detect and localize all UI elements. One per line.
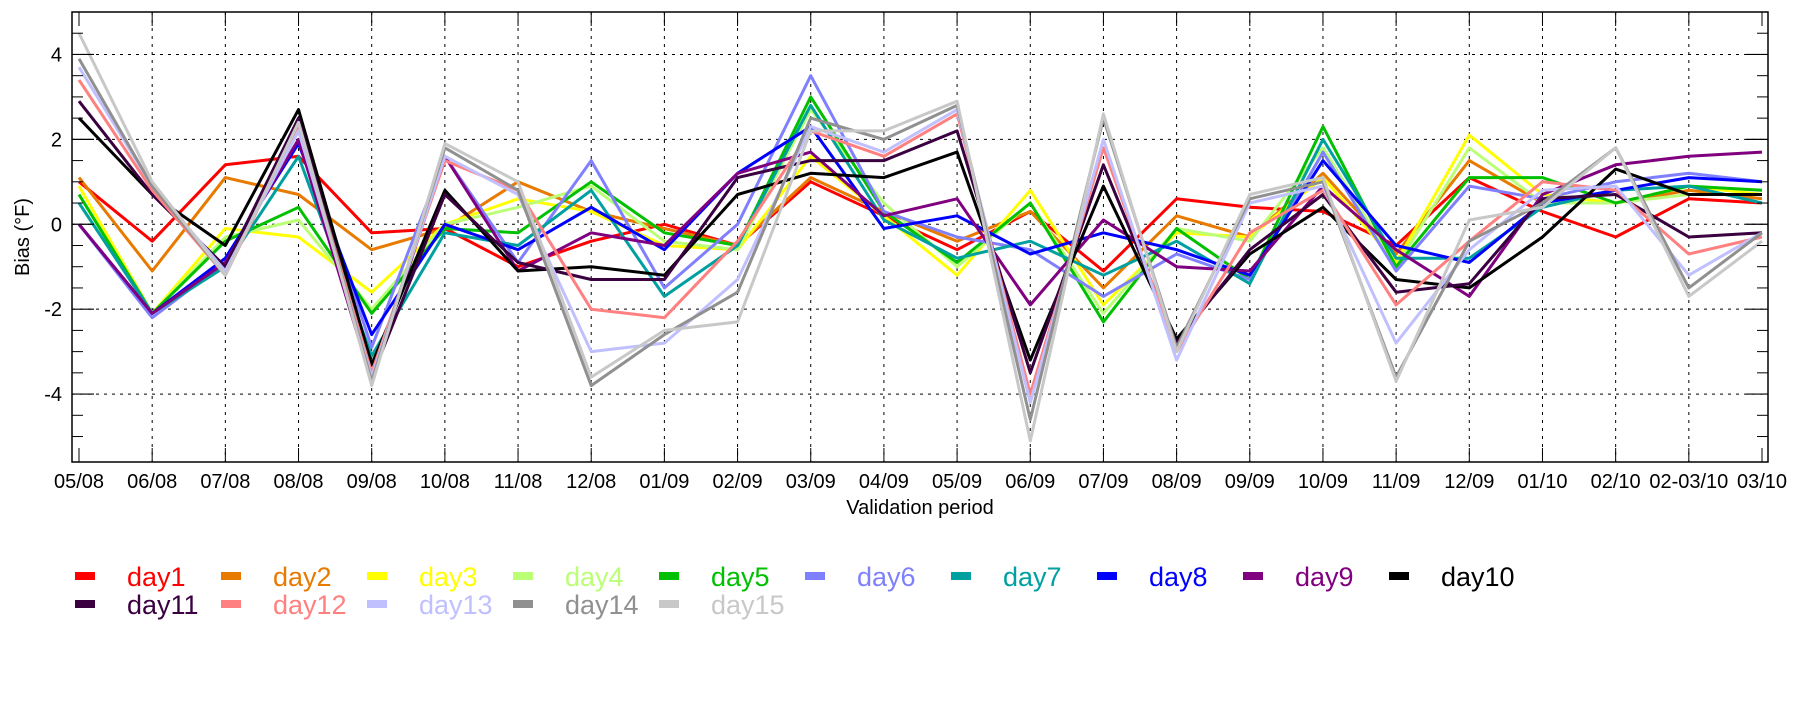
series-line-day3 xyxy=(77,133,1763,315)
legend-swatch-day5 xyxy=(659,572,679,580)
y-tick-label: 0 xyxy=(51,214,62,236)
x-tick-label: 07/09 xyxy=(1078,471,1128,493)
series-line-day1 xyxy=(78,154,1763,273)
series-line-day2 xyxy=(77,159,1763,290)
x-tick-label: 12/09 xyxy=(1444,471,1494,493)
series-line-day10 xyxy=(77,108,1762,366)
legend-swatch-day8 xyxy=(1097,572,1117,580)
legend-swatch-day14 xyxy=(513,600,533,608)
legend-swatch-day1 xyxy=(75,572,95,580)
legend-swatch-day12 xyxy=(221,600,241,608)
y-tick-label: 4 xyxy=(51,44,62,66)
x-tick-label: 05/08 xyxy=(54,471,104,493)
series-line-day8 xyxy=(77,125,1763,337)
x-tick-label: 08/09 xyxy=(1152,471,1202,493)
x-tick-label: 11/08 xyxy=(494,471,543,493)
legend-swatch-day6 xyxy=(805,572,825,580)
legend-swatch-day2 xyxy=(221,572,241,580)
x-tick-label: 09/09 xyxy=(1225,471,1275,493)
x-tick-label: 02/09 xyxy=(713,471,763,493)
x-tick-label: 10/08 xyxy=(420,471,470,493)
y-tick-label: -4 xyxy=(44,384,62,406)
legend-label-day14: day14 xyxy=(565,590,639,620)
legend-label-day9: day9 xyxy=(1295,562,1354,592)
legend-label-day13: day13 xyxy=(419,590,493,620)
series-line-day15 xyxy=(77,32,1763,443)
x-tick-label: 11/09 xyxy=(1372,471,1421,493)
x-tick-label: 04/09 xyxy=(859,471,909,493)
legend-label-day11: day11 xyxy=(127,590,199,620)
legend-label-day12: day12 xyxy=(273,590,347,620)
x-tick-label: 07/08 xyxy=(200,471,250,493)
y-tick-label: -2 xyxy=(44,299,62,321)
legend-label-day3: day3 xyxy=(419,562,478,592)
x-tick-label: 06/09 xyxy=(1005,471,1055,493)
series-lines xyxy=(77,32,1763,443)
legend-label-day4: day4 xyxy=(565,562,624,592)
legend-label-day2: day2 xyxy=(273,562,332,592)
legend-label-day10: day10 xyxy=(1441,562,1515,592)
x-tick-label: 09/08 xyxy=(347,471,397,493)
legend-swatch-day10 xyxy=(1389,572,1409,580)
legend-swatch-day9 xyxy=(1243,572,1263,580)
legend-label-day6: day6 xyxy=(857,562,916,592)
legend-label-day15: day15 xyxy=(711,590,785,620)
x-tick-label: 02-03/10 xyxy=(1649,471,1728,493)
x-axis-title: Validation period xyxy=(846,497,994,519)
legend-label-day1: day1 xyxy=(127,562,186,592)
y-tick-label: 2 xyxy=(51,129,62,151)
legend-swatch-day3 xyxy=(367,572,387,580)
x-tick-label: 12/08 xyxy=(566,471,616,493)
legend: day1 day2 day3 day4 day5 day6 day7 day8 day9 day1… xyxy=(75,562,1515,620)
legend-swatch-day4 xyxy=(513,572,533,580)
axis-ticks: 05/08 06/08 07/08 08/08 09/08 10/08 11/08 12/08… xyxy=(44,12,1787,493)
series-line-day6 xyxy=(77,74,1763,349)
legend-swatch-day11 xyxy=(75,600,95,608)
x-tick-label: 06/08 xyxy=(127,471,177,493)
x-tick-label: 08/08 xyxy=(273,471,323,493)
x-tick-label: 05/09 xyxy=(932,471,982,493)
legend-swatch-day7 xyxy=(951,572,971,580)
x-tick-label: 03/09 xyxy=(786,471,836,493)
series-line-day5 xyxy=(77,95,1763,324)
x-tick-label: 02/10 xyxy=(1591,471,1641,493)
legend-label-day7: day7 xyxy=(1003,562,1062,592)
x-tick-label: 03/10 xyxy=(1737,471,1787,493)
legend-label-day8: day8 xyxy=(1149,562,1208,592)
plot-frame xyxy=(71,11,1769,463)
x-tick-label: 01/10 xyxy=(1517,471,1567,493)
x-tick-label: 10/09 xyxy=(1298,471,1348,493)
legend-label-day5: day5 xyxy=(711,562,770,592)
legend-swatch-day15 xyxy=(659,600,679,608)
x-tick-label: 01/09 xyxy=(639,471,689,493)
legend-swatch-day13 xyxy=(367,600,387,608)
y-axis-title: Bias (°F) xyxy=(12,198,34,276)
